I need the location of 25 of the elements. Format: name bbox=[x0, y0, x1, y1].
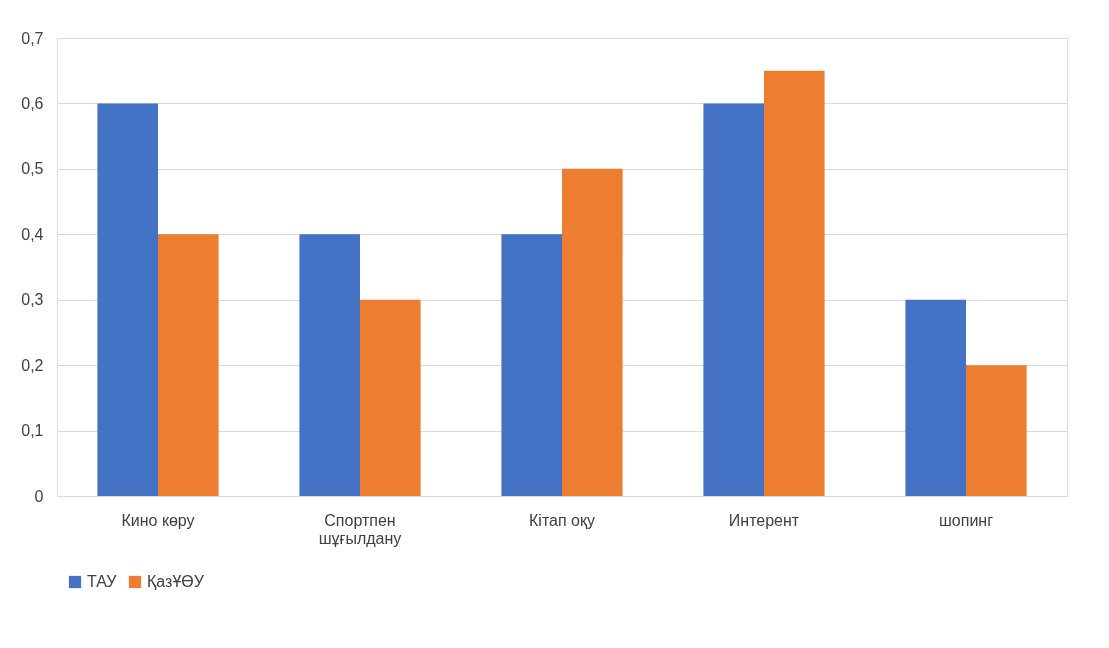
bar bbox=[966, 365, 1027, 496]
y-tick-label: 0,1 bbox=[21, 422, 44, 440]
x-tick-label: Интерент bbox=[728, 511, 800, 529]
bar bbox=[905, 299, 966, 496]
legend-label: ҚазҰӨУ bbox=[147, 573, 205, 590]
y-tick-label: 0 bbox=[34, 487, 44, 505]
y-tick-label: 0,5 bbox=[21, 160, 44, 178]
bar bbox=[158, 234, 219, 496]
bar bbox=[299, 234, 360, 496]
y-tick-label: 0,4 bbox=[21, 225, 44, 243]
y-tick-label: 0,3 bbox=[21, 291, 44, 309]
x-tick-label: Кітап оқу bbox=[529, 511, 595, 529]
bar bbox=[703, 103, 764, 496]
bar bbox=[562, 168, 623, 496]
x-tick-label: шопинг bbox=[938, 511, 994, 529]
x-tick-label: Спортпен шұғылдану bbox=[318, 511, 402, 547]
y-tick-label: 0,7 bbox=[21, 29, 44, 47]
bar bbox=[360, 299, 421, 496]
bar bbox=[97, 103, 158, 496]
bar bbox=[764, 70, 825, 496]
y-tick-label: 0,2 bbox=[21, 356, 44, 374]
bar bbox=[501, 234, 562, 496]
legend-label: ТАУ bbox=[87, 573, 118, 590]
x-tick-label: Кино көру bbox=[121, 511, 195, 529]
y-tick-label: 0,6 bbox=[21, 94, 44, 112]
